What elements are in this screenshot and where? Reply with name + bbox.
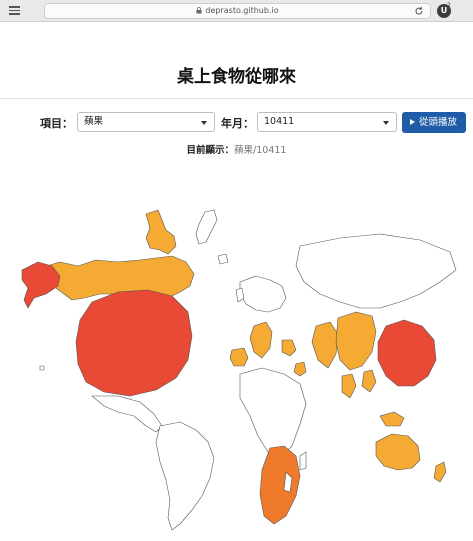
year-month-select-value: 10411	[264, 116, 295, 127]
item-select-value: 蘋果	[84, 116, 104, 127]
year-month-select[interactable]: 10411	[257, 112, 397, 132]
region-madagascar[interactable]	[299, 451, 307, 471]
region-europe-east[interactable]	[281, 339, 297, 357]
region-new-zealand[interactable]	[433, 461, 447, 483]
region-italy[interactable]	[249, 321, 273, 359]
region-iceland[interactable]	[217, 253, 229, 265]
region-chile-inner	[283, 471, 293, 493]
menu-icon[interactable]	[9, 6, 20, 15]
extension-badge: 2	[447, 2, 451, 9]
current-display-status: 目前顯示：蘋果/10411	[0, 142, 473, 156]
browser-toolbar: deprasto.github.io U 2	[0, 0, 473, 22]
region-japan[interactable]	[377, 319, 437, 387]
region-europe[interactable]	[239, 275, 287, 313]
year-month-label: 年月：	[221, 117, 254, 130]
region-balkans[interactable]	[293, 361, 307, 377]
region-alaska[interactable]	[21, 261, 61, 309]
lock-icon	[196, 7, 202, 14]
play-button-label: 從頭播放	[419, 117, 458, 128]
region-mexico[interactable]	[91, 395, 163, 433]
url-text: deprasto.github.io	[205, 6, 279, 15]
address-bar[interactable]: deprasto.github.io	[44, 3, 431, 19]
region-hawaii[interactable]	[39, 365, 45, 371]
item-label: 項目：	[40, 117, 73, 130]
region-europe-west[interactable]	[229, 347, 249, 367]
region-chile[interactable]	[259, 445, 301, 525]
item-select[interactable]: 蘋果	[77, 112, 215, 132]
reload-icon[interactable]	[414, 6, 424, 16]
region-greenland[interactable]	[195, 209, 218, 245]
region-canada[interactable]	[39, 255, 195, 301]
region-usa[interactable]	[75, 289, 193, 397]
region-south-america[interactable]	[155, 421, 215, 531]
region-india[interactable]	[341, 373, 357, 399]
header-divider	[0, 98, 473, 99]
region-southeast-asia[interactable]	[361, 369, 377, 393]
region-china[interactable]	[335, 311, 377, 371]
region-indonesia[interactable]	[379, 411, 405, 427]
region-uk[interactable]	[235, 287, 245, 303]
chevron-down-icon	[383, 121, 389, 125]
page-title: 桌上食物從哪來	[177, 67, 296, 87]
region-australia[interactable]	[375, 433, 421, 471]
region-russia[interactable]	[295, 233, 457, 309]
region-canada-arctic[interactable]	[145, 209, 177, 255]
status-value: 蘋果/10411	[234, 145, 287, 156]
play-icon	[410, 119, 415, 125]
world-cartogram-map	[21, 209, 457, 531]
status-label: 目前顯示：	[186, 145, 235, 156]
chevron-down-icon	[201, 121, 207, 125]
region-middle-east[interactable]	[311, 321, 339, 369]
region-africa[interactable]	[239, 367, 307, 459]
extension-icon[interactable]: U	[437, 4, 451, 18]
play-from-start-button[interactable]: 從頭播放	[402, 112, 466, 133]
